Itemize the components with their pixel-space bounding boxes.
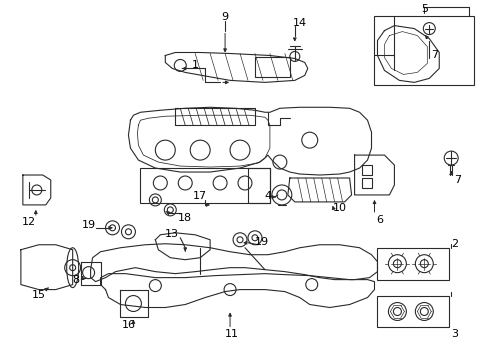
Bar	[377, 248, 448, 280]
Text: 10: 10	[332, 203, 346, 213]
Text: 4: 4	[264, 191, 271, 201]
Text: 8: 8	[72, 275, 79, 285]
Text: 9: 9	[221, 12, 228, 22]
Text: 5: 5	[420, 4, 427, 14]
Text: 7: 7	[430, 50, 437, 60]
Text: 13: 13	[165, 229, 179, 239]
Text: 6: 6	[375, 215, 382, 225]
Bar	[377, 296, 448, 328]
Text: 14: 14	[292, 18, 306, 28]
Text: 11: 11	[224, 329, 239, 339]
Text: 19: 19	[254, 237, 268, 247]
Text: 16: 16	[121, 320, 135, 330]
Bar	[140, 168, 269, 203]
Text: 1: 1	[191, 60, 198, 71]
Bar	[361, 178, 371, 188]
Bar	[361, 165, 371, 175]
Text: 7: 7	[453, 175, 460, 185]
Bar	[374, 15, 473, 85]
Text: 3: 3	[450, 329, 457, 339]
Text: 15: 15	[32, 289, 46, 300]
Text: 19: 19	[81, 220, 96, 230]
Bar	[254, 58, 289, 77]
Text: 18: 18	[178, 213, 192, 223]
Text: 12: 12	[22, 217, 36, 227]
Text: 2: 2	[450, 239, 457, 249]
Text: 17: 17	[193, 191, 207, 201]
Bar	[247, 168, 269, 203]
